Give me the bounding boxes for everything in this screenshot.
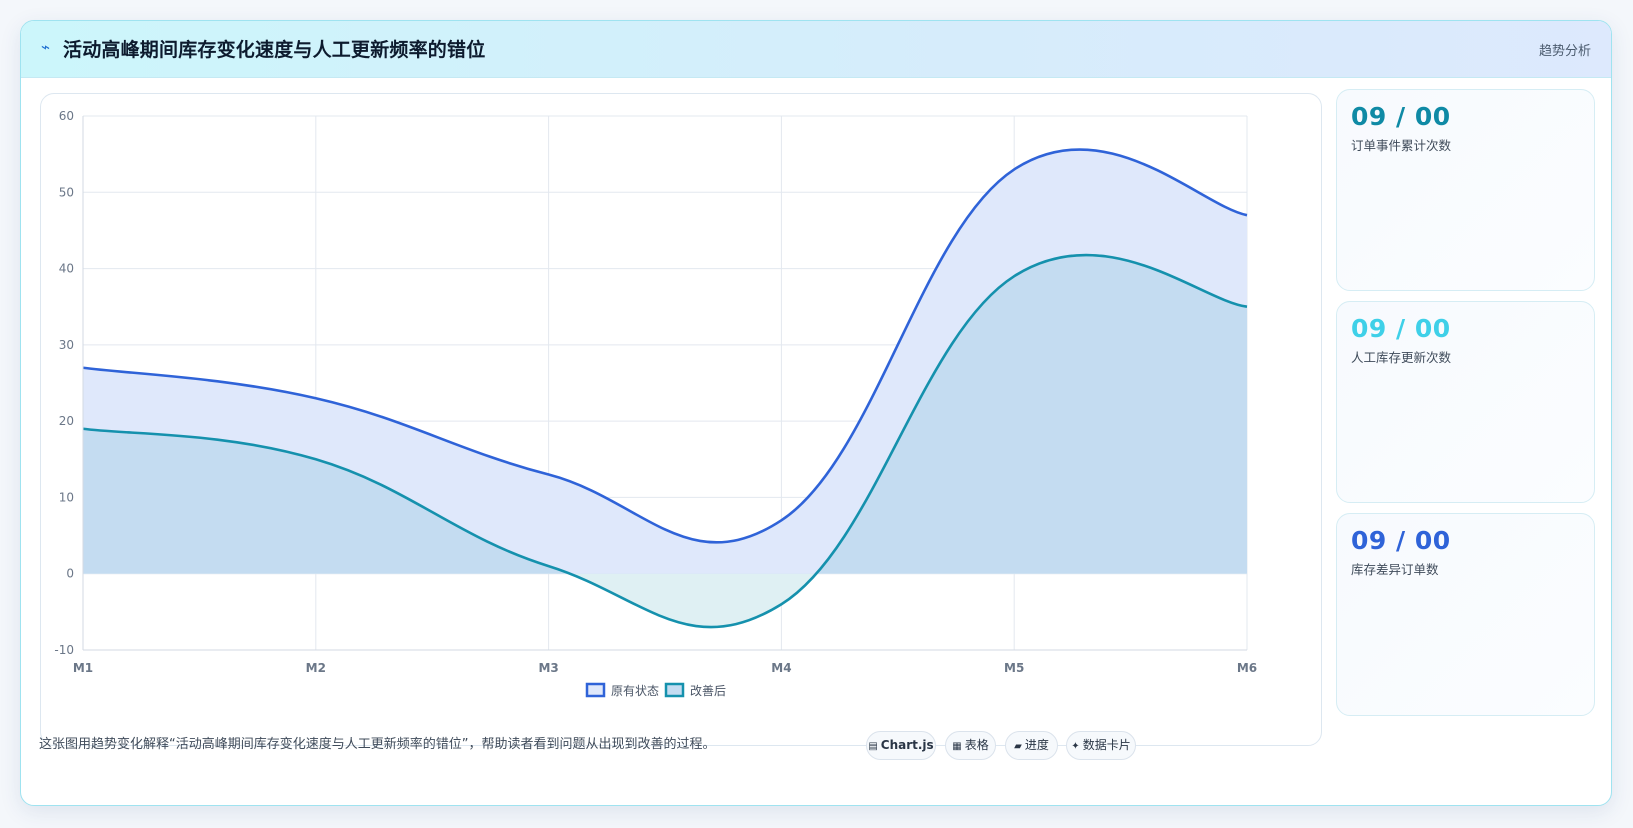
legend-swatch-1 xyxy=(585,682,606,698)
legend-swatch-2 xyxy=(664,682,685,698)
stat-value: 09 / 00 xyxy=(1351,102,1451,131)
series-line-1 xyxy=(82,148,1248,544)
series-area-2 xyxy=(83,255,1247,574)
chart-description: 这张图用趋势变化解释“活动高峰期间库存变化速度与人工更新频率的错位”，帮助读者看… xyxy=(39,737,716,752)
y-tick-label: 60 xyxy=(59,109,74,123)
dashboard-card: ⌁ 活动高峰期间库存变化速度与人工更新频率的错位 趋势分析 -10 0 10 20 30… xyxy=(20,20,1612,806)
y-tick-label: 20 xyxy=(59,414,74,428)
stat-card-order-events: 09 / 00 订单事件累计次数 xyxy=(1336,89,1595,291)
card-header: ⌁ 活动高峰期间库存变化速度与人工更新频率的错位 趋势分析 xyxy=(21,21,1611,78)
table-icon: ▦ xyxy=(952,741,962,752)
y-tick-label: 50 xyxy=(59,185,74,199)
x-tick-label: M2 xyxy=(306,661,326,675)
x-tick-label: M5 xyxy=(1004,661,1024,675)
series-area-negative-2 xyxy=(569,573,817,628)
chip-label: 表格 xyxy=(964,738,989,752)
y-tick-label: 10 xyxy=(59,490,74,504)
y-tick-label: -10 xyxy=(54,643,74,657)
x-tick-label: M3 xyxy=(538,661,558,675)
stat-value: 09 / 00 xyxy=(1351,526,1451,555)
series-line-2 xyxy=(82,253,1248,629)
chart-icon: ▤ xyxy=(868,741,878,752)
sparkle-icon: ✦ xyxy=(1071,741,1080,752)
y-tick-label: 30 xyxy=(59,338,74,352)
x-tick-label: M6 xyxy=(1237,661,1257,675)
legend-label-2: 改善后 xyxy=(690,683,726,698)
chip-label: Chart.js xyxy=(880,738,934,752)
legend-label-1: 原有状态 xyxy=(611,684,659,698)
x-tick-label: M1 xyxy=(73,661,93,675)
stat-value: 09 / 00 xyxy=(1351,314,1451,343)
chip-data-card[interactable]: ✦ 数据卡片 xyxy=(1066,731,1136,760)
chart-panel: -10 0 10 20 30 40 50 60 M1 M2 M3 M4 M5 M6 原有状态 改善后 xyxy=(40,93,1322,746)
x-tick-label: M4 xyxy=(771,661,791,675)
lightning-icon: ⌁ xyxy=(41,38,51,56)
chip-label: 数据卡片 xyxy=(1082,738,1131,752)
stat-label: 库存差异订单数 xyxy=(1351,562,1439,577)
chip-progress[interactable]: ▰ 进度 xyxy=(1005,731,1058,760)
trend-analysis-tag: 趋势分析 xyxy=(1538,44,1591,59)
stat-label: 人工库存更新次数 xyxy=(1351,350,1452,365)
chip-label: 进度 xyxy=(1024,738,1049,752)
y-tick-label: 0 xyxy=(66,567,74,581)
stat-label: 订单事件累计次数 xyxy=(1351,138,1452,153)
stat-card-manual-updates: 09 / 00 人工库存更新次数 xyxy=(1336,301,1595,503)
area-chart: -10 0 10 20 30 40 50 60 M1 M2 M3 M4 M5 M6 原有状态 改善后 xyxy=(54,109,1257,698)
progress-icon: ▰ xyxy=(1014,741,1022,752)
chip-table[interactable]: ▦ 表格 xyxy=(945,731,996,760)
y-tick-label: 40 xyxy=(59,262,74,276)
stat-card-diff-orders: 09 / 00 库存差异订单数 xyxy=(1336,513,1595,716)
page-title: 活动高峰期间库存变化速度与人工更新频率的错位 xyxy=(63,39,486,61)
chip-chartjs[interactable]: ▤ Chart.js xyxy=(866,731,936,760)
